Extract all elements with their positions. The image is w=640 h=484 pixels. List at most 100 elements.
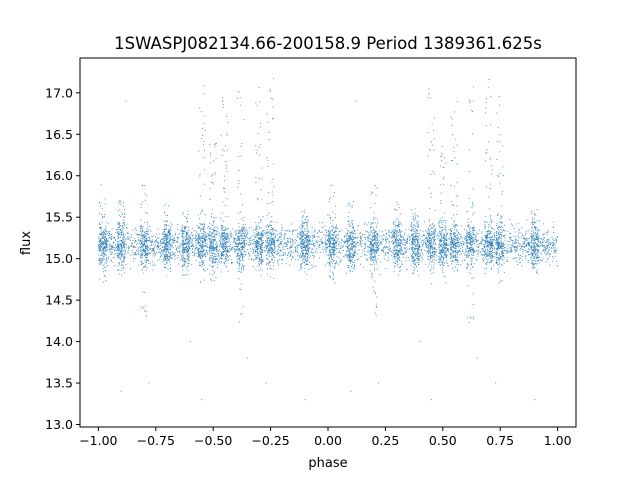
data-point <box>266 249 268 252</box>
data-point <box>169 239 171 241</box>
data-point <box>225 167 227 169</box>
data-point <box>515 243 517 245</box>
data-point <box>201 232 203 235</box>
data-point <box>462 237 464 239</box>
data-point <box>256 244 258 246</box>
data-point <box>215 233 218 235</box>
data-point <box>202 250 205 252</box>
data-point <box>204 169 206 171</box>
data-point <box>171 238 173 240</box>
data-point <box>140 234 142 236</box>
data-point <box>545 261 547 263</box>
data-point <box>322 251 324 253</box>
data-point <box>555 250 557 252</box>
data-point <box>186 265 188 268</box>
data-point <box>550 244 552 246</box>
data-point <box>193 252 195 254</box>
data-point <box>214 253 216 255</box>
data-point <box>120 253 122 255</box>
data-point <box>228 233 230 235</box>
data-point <box>118 263 121 265</box>
data-point <box>553 242 555 244</box>
data-point <box>139 243 141 246</box>
data-point <box>191 239 193 241</box>
data-point <box>222 187 225 189</box>
data-point <box>499 245 501 247</box>
data-point <box>509 250 511 252</box>
data-point <box>365 247 367 249</box>
data-point <box>215 250 217 252</box>
data-point <box>212 228 214 230</box>
data-point <box>481 248 483 250</box>
data-point <box>185 242 187 244</box>
data-point <box>155 233 157 235</box>
data-point <box>378 243 380 245</box>
data-point <box>181 259 183 261</box>
data-point <box>194 247 196 249</box>
data-point <box>276 254 278 256</box>
data-point <box>355 246 357 248</box>
data-point <box>373 246 375 248</box>
data-point <box>213 229 215 231</box>
data-point <box>123 233 125 235</box>
data-point <box>144 244 146 246</box>
data-point <box>242 224 244 226</box>
data-point <box>493 228 495 230</box>
data-point <box>197 249 199 251</box>
data-point <box>464 242 466 244</box>
data-point <box>407 235 409 237</box>
data-point <box>116 243 119 246</box>
data-point <box>203 232 205 234</box>
data-point <box>222 97 224 99</box>
data-point <box>266 242 268 244</box>
data-point <box>124 239 126 241</box>
data-point <box>468 239 470 241</box>
data-point <box>188 237 190 239</box>
data-point <box>382 234 384 236</box>
data-point <box>346 238 348 241</box>
data-point <box>142 225 144 228</box>
data-point <box>324 237 326 239</box>
data-point <box>163 224 165 226</box>
data-point <box>462 244 464 246</box>
data-point <box>293 240 295 242</box>
data-point <box>145 246 147 248</box>
data-point <box>203 226 205 229</box>
data-point <box>177 257 179 259</box>
data-point <box>213 234 215 236</box>
data-point <box>238 258 240 260</box>
data-point <box>277 262 279 264</box>
data-point <box>221 149 224 151</box>
data-point <box>239 261 241 263</box>
data-point <box>553 226 555 228</box>
data-point <box>134 241 136 243</box>
data-point <box>529 248 531 251</box>
data-point <box>462 249 464 251</box>
data-point <box>248 227 250 229</box>
data-point <box>241 263 243 265</box>
data-point <box>516 246 518 248</box>
data-point <box>131 242 134 244</box>
data-point <box>530 241 532 243</box>
data-point <box>528 254 530 256</box>
data-point <box>291 245 293 247</box>
data-point <box>181 256 183 258</box>
data-point <box>353 237 355 239</box>
data-point <box>158 248 161 250</box>
data-point <box>214 146 216 148</box>
data-point <box>228 240 230 242</box>
data-point <box>222 235 224 237</box>
data-point <box>104 266 106 268</box>
data-point <box>360 255 362 257</box>
data-point <box>205 231 207 233</box>
data-point <box>508 241 510 243</box>
data-point <box>262 244 264 246</box>
data-point <box>243 265 245 267</box>
data-point <box>276 251 278 253</box>
data-point <box>461 246 464 248</box>
data-point <box>510 248 513 250</box>
data-point <box>146 315 148 317</box>
data-point <box>526 239 528 241</box>
data-point <box>225 233 227 235</box>
data-point <box>242 240 245 242</box>
